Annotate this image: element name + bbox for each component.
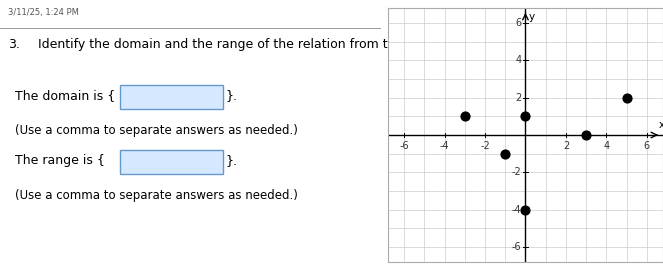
Point — [520, 114, 531, 119]
Text: 3.: 3. — [8, 38, 19, 51]
Point — [520, 207, 531, 212]
Text: 6: 6 — [515, 18, 521, 28]
Text: y: y — [528, 12, 534, 22]
Text: x: x — [659, 120, 663, 130]
Text: -2: -2 — [480, 141, 490, 151]
Text: The range is {: The range is { — [15, 154, 105, 167]
Text: (Use a comma to separate answers as needed.): (Use a comma to separate answers as need… — [15, 189, 298, 202]
Point — [621, 96, 632, 100]
FancyBboxPatch shape — [120, 85, 223, 109]
Text: 4: 4 — [603, 141, 609, 151]
Text: 3/11/25, 1:24 PM: 3/11/25, 1:24 PM — [8, 8, 78, 17]
Text: -2: -2 — [512, 167, 521, 177]
Text: -4: -4 — [440, 141, 450, 151]
Text: }.: }. — [225, 154, 237, 167]
Text: -6: -6 — [399, 141, 409, 151]
Text: 2: 2 — [563, 141, 569, 151]
Text: -6: -6 — [512, 242, 521, 252]
Text: 2: 2 — [515, 93, 521, 103]
Text: 6: 6 — [644, 141, 650, 151]
Point — [500, 151, 511, 156]
FancyBboxPatch shape — [120, 150, 223, 174]
Text: -4: -4 — [512, 205, 521, 215]
Text: }.: }. — [225, 89, 237, 102]
Text: (Use a comma to separate answers as needed.): (Use a comma to separate answers as need… — [15, 124, 298, 137]
Text: The domain is {: The domain is { — [15, 89, 115, 102]
Point — [581, 133, 591, 137]
Point — [459, 114, 470, 119]
Text: Identify the domain and the range of the relation from the graph.: Identify the domain and the range of the… — [38, 38, 448, 51]
Text: 4: 4 — [515, 55, 521, 65]
